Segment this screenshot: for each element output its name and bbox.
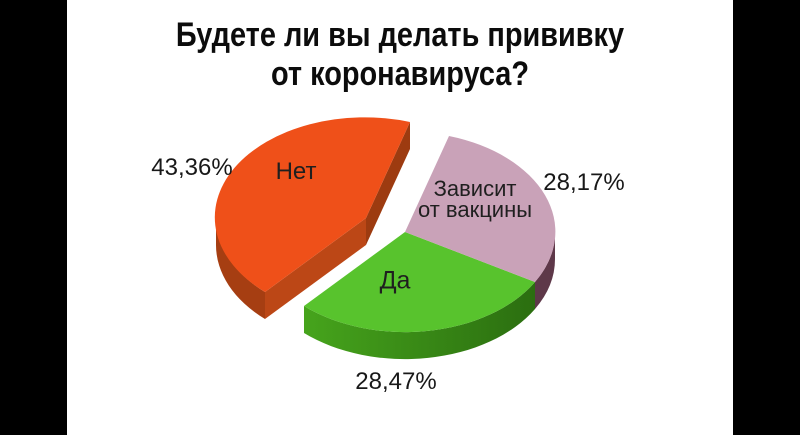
slice-label-yes: Да — [379, 266, 411, 295]
pie-slice-depends-top — [405, 136, 556, 282]
letterbox-right-bar — [733, 0, 800, 435]
value-label-yes: 28,47% — [355, 368, 437, 395]
letterbox-left-bar — [0, 0, 67, 435]
value-label-depends: 28,17% — [543, 169, 625, 196]
chart-title-line-2: от коронавируса? — [270, 55, 530, 93]
pie-slice-depends-side — [535, 232, 556, 309]
pie-slice-no-cut-face-bottom — [265, 218, 366, 319]
slice-label-no: Нет — [275, 158, 317, 185]
slice-label-depends: Зависит от вакцины — [417, 176, 533, 222]
value-label-no: 43,36% — [151, 154, 233, 181]
pie-slice-yes-side — [304, 282, 535, 360]
chart-title: Будете ли вы делать прививку от коронави… — [60, 16, 740, 94]
pie-slice-no-top — [214, 117, 410, 293]
chart-title-line-1: Будете ли вы делать прививку — [175, 16, 625, 54]
pie-slice-no-cut-face-right — [366, 122, 410, 245]
pie-slice-no-side — [215, 218, 265, 319]
pie-slice-yes-top — [304, 232, 535, 333]
slice-label-depends-line-2: от вакцины — [417, 197, 533, 222]
slice-label-depends-line-1: Зависит — [433, 176, 517, 201]
